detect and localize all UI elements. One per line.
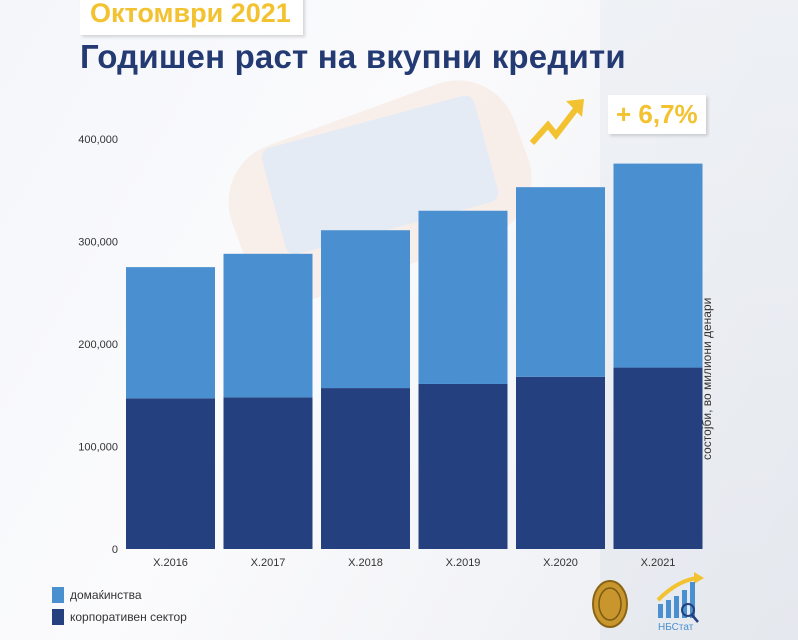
bar-households-X.2020: [516, 187, 605, 377]
growth-arrow-icon: [529, 99, 584, 145]
bar-households-X.2017: [223, 253, 313, 398]
page-title: Годишен раст на вкупни кредити: [80, 38, 626, 75]
nbstat-logo-text: НБСтат: [658, 622, 694, 633]
y-tick-label: 100,000: [78, 442, 118, 454]
bar-households-X.2021: [613, 163, 703, 368]
x-tick-label: X.2021: [641, 557, 676, 569]
bar-households-X.2016: [126, 267, 215, 399]
growth-badge: + 6,7%: [608, 95, 706, 134]
legend-swatch-households: [52, 587, 64, 603]
y-tick-label: 300,000: [78, 237, 118, 249]
bar-corporate-X.2021: [613, 367, 703, 549]
bar-households-X.2018: [321, 230, 410, 389]
x-tick-label: X.2017: [251, 557, 286, 569]
subtitle: Октомври 2021: [80, 0, 303, 35]
nbrm-coin-logo: [592, 580, 628, 628]
y-axis-unit-label: состојби, во милиони денари: [700, 297, 714, 460]
nbstat-logo: НБСтат: [656, 572, 704, 633]
x-tick-label: X.2020: [543, 557, 578, 569]
bar-corporate-X.2017: [223, 397, 313, 549]
bar-households-X.2019: [418, 210, 508, 384]
x-tick-label: X.2018: [348, 557, 383, 569]
bar-corporate-X.2016: [126, 398, 215, 549]
bar-corporate-X.2019: [418, 383, 508, 549]
y-tick-label: 0: [112, 544, 118, 556]
legend-swatch-corporate: [52, 609, 64, 625]
legend-label: домаќинства: [70, 588, 142, 602]
x-tick-label: X.2016: [153, 557, 188, 569]
legend-label: корпоративен сектор: [70, 610, 187, 624]
bar-corporate-X.2018: [321, 388, 410, 549]
y-tick-label: 200,000: [78, 339, 118, 351]
legend-item-households: домаќинства: [52, 587, 142, 603]
x-tick-label: X.2019: [446, 557, 481, 569]
y-tick-label: 400,000: [78, 134, 118, 146]
legend-item-corporate: корпоративен сектор: [52, 609, 187, 625]
bar-corporate-X.2020: [516, 376, 605, 549]
